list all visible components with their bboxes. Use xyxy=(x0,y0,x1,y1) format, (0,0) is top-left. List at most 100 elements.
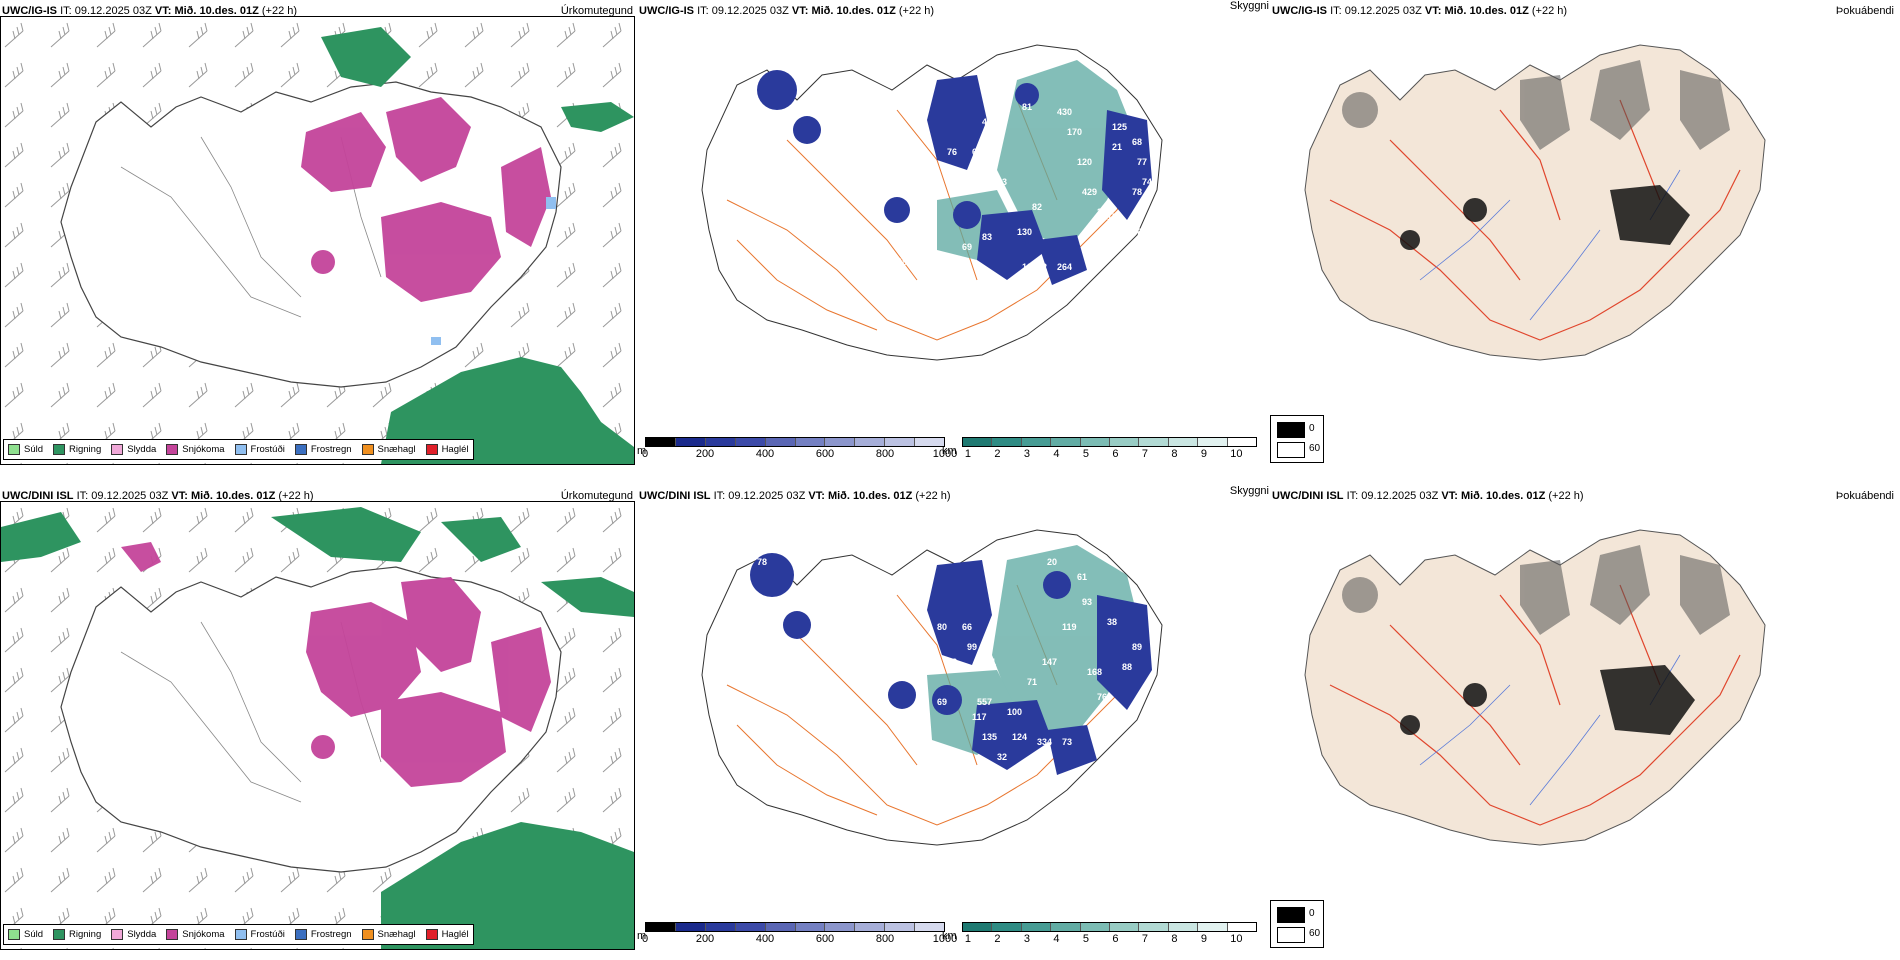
legend-swatch xyxy=(8,444,20,455)
legend-swatch xyxy=(425,929,438,940)
snow-areas xyxy=(301,97,551,302)
svg-text:49: 49 xyxy=(982,117,992,127)
svg-text:106: 106 xyxy=(1022,262,1037,272)
legend-item: Frostregn xyxy=(294,444,352,455)
svg-text:81: 81 xyxy=(1022,102,1032,112)
svg-text:62: 62 xyxy=(1107,712,1117,722)
svg-text:125: 125 xyxy=(1112,122,1127,132)
svg-text:77: 77 xyxy=(1137,157,1147,167)
svg-text:20: 20 xyxy=(1047,557,1057,567)
svg-text:147: 147 xyxy=(1042,657,1057,667)
cloudbase-ticks: 0 200 400 600 800 1000 xyxy=(641,448,958,460)
legend-item: Haglél xyxy=(425,929,469,940)
svg-text:130: 130 xyxy=(1017,227,1032,237)
svg-text:69: 69 xyxy=(1087,262,1097,272)
cloudbase-unit: m xyxy=(637,930,647,942)
svg-text:15: 15 xyxy=(1107,212,1117,222)
svg-text:168: 168 xyxy=(1087,667,1102,677)
visibility-title: Skyggni xyxy=(1229,485,1269,497)
panel-header: UWC/IG-IS IT: 09.12.2025 03Z VT: Mið. 10… xyxy=(2,5,298,17)
svg-text:25: 25 xyxy=(737,557,747,567)
legend-item: Frostúði xyxy=(234,444,285,455)
fog-legend-dark xyxy=(1277,422,1305,438)
cloudbase-colorbar: 0 200 400 600 800 1000 xyxy=(641,922,958,945)
svg-text:21: 21 xyxy=(1112,142,1122,152)
cloudbase-dark xyxy=(750,553,1152,775)
rain-areas xyxy=(321,27,634,464)
precip-type-legend: Súld Rigning Slydda Snjókoma Frostúði Fr… xyxy=(3,439,474,460)
svg-text:28: 28 xyxy=(1097,207,1107,217)
svg-text:48: 48 xyxy=(937,862,947,872)
visibility-panel: UWC/DINI ISL IT: 09.12.2025 03Z VT: Mið.… xyxy=(637,485,1269,960)
svg-text:119: 119 xyxy=(1062,622,1077,632)
svg-text:117: 117 xyxy=(972,712,987,722)
visibility-ticks: 1 2 3 4 5 6 7 8 9 10 xyxy=(964,448,1243,460)
svg-text:429: 429 xyxy=(1082,187,1097,197)
snow-areas xyxy=(121,542,551,787)
legend-swatch xyxy=(8,929,20,940)
fog-indicator-panel: UWC/IG-IS IT: 09.12.2025 03Z VT: Mið. 10… xyxy=(1270,0,1900,475)
svg-text:89: 89 xyxy=(1132,642,1142,652)
panel-header: UWC/IG-IS IT: 09.12.2025 03Z VT: Mið. 10… xyxy=(1272,5,1568,17)
cloudbase-unit: m xyxy=(637,445,647,457)
svg-text:35: 35 xyxy=(1057,802,1067,812)
svg-text:76: 76 xyxy=(947,147,957,157)
svg-text:82: 82 xyxy=(1032,202,1042,212)
cloudbase-numbers-row-1: 430 170 120 125 81 49 76 63 57 116 130 8… xyxy=(837,102,1152,397)
precip-type-panel: UWC/DINI ISL IT: 09.12.2025 03Z VT: Mið.… xyxy=(0,485,635,960)
legend-swatch xyxy=(53,929,66,940)
legend-item: Slydda xyxy=(111,929,156,940)
visibility-bar xyxy=(962,922,1257,932)
svg-text:71: 71 xyxy=(1027,677,1037,687)
svg-text:66: 66 xyxy=(962,622,972,632)
precip-map xyxy=(1,17,634,464)
legend-swatch xyxy=(234,929,247,940)
svg-text:32: 32 xyxy=(997,752,1007,762)
precip-map xyxy=(1,502,634,949)
svg-text:93: 93 xyxy=(1082,597,1092,607)
cloudbase-bar xyxy=(645,437,945,447)
legend-item: Frostúði xyxy=(234,929,285,940)
fog-shading xyxy=(1342,545,1730,635)
cloudbase-ticks: 0 200 400 600 800 1000 xyxy=(641,933,958,945)
fog-map xyxy=(1304,44,1766,361)
panel-header: UWC/IG-IS IT: 09.12.2025 03Z VT: Mið. 10… xyxy=(639,5,935,17)
legend-item: Rigning xyxy=(53,929,101,940)
legend-swatch xyxy=(294,444,307,455)
precip-type-title: Úrkomutegund xyxy=(560,5,633,17)
cloudbase-numbers-row-2: 20 93 119 38 80 66 99 111 53 557 100 135… xyxy=(737,557,1142,872)
svg-text:74: 74 xyxy=(1142,177,1152,187)
forecast-row-1: UWC/IG-IS IT: 09.12.2025 03Z VT: Mið. 10… xyxy=(0,0,1900,475)
svg-text:170: 170 xyxy=(1067,127,1082,137)
svg-text:78: 78 xyxy=(1132,187,1142,197)
legend-swatch xyxy=(234,444,247,455)
svg-text:9: 9 xyxy=(1137,207,1142,217)
visibility-unit: km xyxy=(942,930,957,942)
svg-text:97: 97 xyxy=(937,387,947,397)
svg-text:430: 430 xyxy=(1057,107,1072,117)
fog-legend: 0 60 xyxy=(1270,900,1324,948)
fog-indicator-panel: UWC/DINI ISL IT: 09.12.2025 03Z VT: Mið.… xyxy=(1270,485,1900,960)
legend-swatch xyxy=(294,929,307,940)
fog-legend-light xyxy=(1277,442,1305,458)
legend-item: Frostregn xyxy=(294,929,352,940)
visibility-title: Skyggni xyxy=(1229,0,1269,12)
fog-shading xyxy=(1342,60,1730,150)
legend-item: Slydda xyxy=(111,444,156,455)
legend-swatch xyxy=(425,444,438,455)
visibility-colorbar: 1 2 3 4 5 6 7 8 9 10 xyxy=(962,437,1257,460)
svg-text:35: 35 xyxy=(1017,787,1027,797)
precip-type-legend: Súld Rigning Slydda Snjókoma Frostúði Fr… xyxy=(3,924,474,945)
fog-legend-light xyxy=(1277,927,1305,943)
fog-legend-dark xyxy=(1277,907,1305,923)
rain-areas xyxy=(1,507,634,949)
legend-swatch xyxy=(111,444,124,455)
legend-item: Snæhagl xyxy=(361,444,416,455)
fog-indicator-title: Þokuábendi xyxy=(1835,5,1894,17)
svg-text:78: 78 xyxy=(757,557,767,567)
visibility-bar xyxy=(962,437,1257,447)
legend-swatch xyxy=(361,444,374,455)
svg-text:99: 99 xyxy=(967,642,977,652)
svg-text:63: 63 xyxy=(972,147,982,157)
legend-item: Rigning xyxy=(53,444,101,455)
